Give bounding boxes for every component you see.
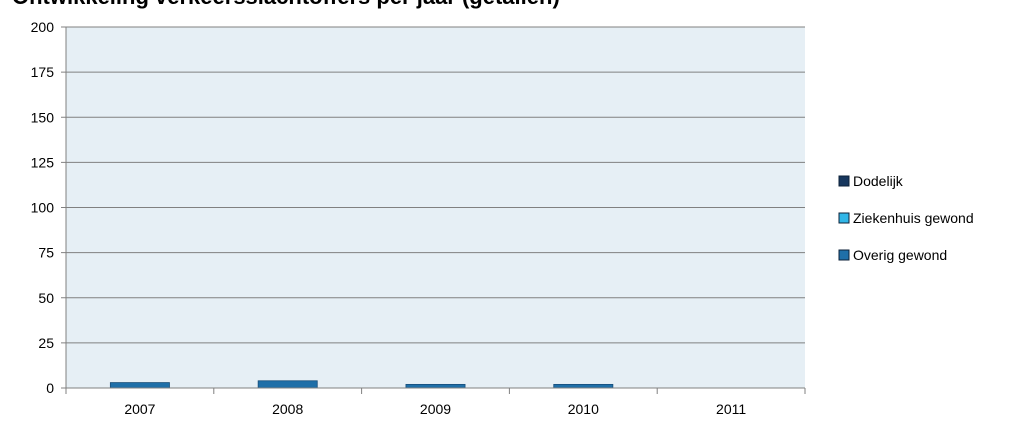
x-tick-label-2009: 2009 [420,401,451,417]
y-tick-label: 125 [31,154,55,170]
legend-swatch-1 [838,212,850,224]
legend-label-0: Dodelijk [853,173,904,189]
legend: Dodelijk Ziekenhuis gewond Overig gewond [838,173,974,263]
x-tick-label-2008: 2008 [272,401,303,417]
gridlines [66,26,805,344]
legend-label-2: Overig gewond [853,247,947,263]
y-tick-labels: 0 25 50 75 100 125 150 175 200 [31,19,55,396]
legend-swatch-2 [838,249,850,261]
x-tick-label-2007: 2007 [124,401,155,417]
x-tick-label-2010: 2010 [568,401,599,417]
axes [61,26,806,394]
x-tick-label-2011: 2011 [716,401,746,417]
legend-label-1: Ziekenhuis gewond [853,210,974,226]
y-tick-label: 200 [31,19,55,35]
bar-2008-series-2 [257,380,318,389]
bar-2009-series-2 [405,383,466,389]
y-tick-label: 100 [31,200,55,216]
chart-title: Ontwikkeling verkeersslachtoffers per ja… [12,0,560,9]
y-tick-label: 50 [38,290,54,306]
y-tick-label: 150 [31,109,55,125]
bar-2007-series-2 [109,382,170,389]
bar-2010-series-2 [553,383,614,389]
y-tick-label: 0 [46,380,54,396]
legend-swatch-0 [838,175,850,187]
y-tick-label: 75 [38,245,54,261]
x-tick-labels: 2007 2008 2009 2010 2011 [124,401,746,417]
y-tick-label: 175 [31,64,55,80]
y-tick-label: 25 [38,335,54,351]
